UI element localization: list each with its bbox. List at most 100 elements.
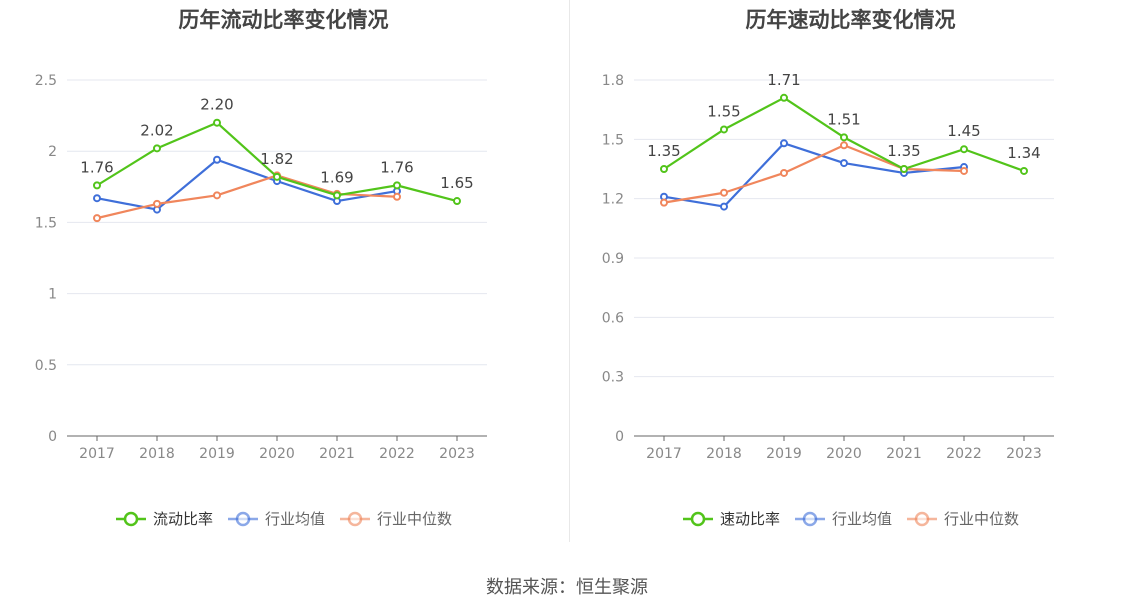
panel-divider — [569, 0, 570, 542]
x-tick-label: 2017 — [79, 446, 115, 462]
legend-marker-icon — [794, 511, 825, 526]
y-tick-label: 1.5 — [35, 215, 57, 231]
data-label: 1.35 — [887, 142, 920, 160]
data-point[interactable] — [153, 199, 161, 208]
legend-item[interactable]: 行业均值 — [794, 508, 892, 529]
quick-ratio-chart: 历年速动比率变化情况 0 0.3 0.6 0.9 1.2 1.5 1.8 2017 2018 20… — [567, 0, 1134, 560]
y-tick-label: 1.8 — [602, 73, 624, 89]
data-label: 1.34 — [1007, 144, 1040, 162]
data-point[interactable] — [960, 145, 968, 154]
chart-legend: 速动比率 行业均值 行业中位数 — [567, 508, 1134, 529]
legend-marker-icon — [115, 511, 146, 526]
data-point[interactable] — [393, 181, 401, 190]
data-label: 1.69 — [320, 168, 353, 186]
legend-label: 行业均值 — [264, 510, 325, 528]
data-point[interactable] — [660, 198, 668, 207]
legend-item[interactable]: 行业均值 — [227, 508, 325, 529]
chart-legend: 流动比率 行业均值 行业中位数 — [0, 508, 567, 529]
x-tick-label: 2022 — [946, 446, 982, 462]
x-tick-label: 2023 — [1006, 446, 1042, 462]
data-label: 1.71 — [767, 71, 800, 89]
data-point[interactable] — [900, 165, 908, 173]
x-tick-label: 2017 — [646, 446, 682, 462]
data-point[interactable] — [960, 166, 968, 175]
current-ratio-plot: 0 0.5 1 1.5 2 2.5 2017 2018 2019 2020 2021 2022 2023… — [35, 73, 487, 462]
data-point[interactable] — [720, 188, 728, 197]
legend-label: 行业中位数 — [377, 510, 453, 528]
y-tick-label: 1 — [48, 287, 57, 303]
data-point[interactable] — [720, 202, 728, 211]
chart-title: 历年速动比率变化情况 — [745, 8, 956, 32]
data-point[interactable] — [780, 93, 788, 102]
data-point[interactable] — [840, 141, 848, 150]
data-point[interactable] — [720, 125, 728, 134]
y-tick-label: 1.5 — [602, 132, 624, 148]
data-point[interactable] — [213, 191, 221, 200]
data-label: 1.76 — [80, 158, 113, 176]
data-point[interactable] — [393, 192, 401, 201]
legend-item[interactable]: 速动比率 — [682, 508, 780, 529]
x-tick-label: 2021 — [319, 446, 355, 462]
data-point[interactable] — [153, 144, 161, 153]
data-label: 2.02 — [140, 121, 173, 139]
legend-label: 速动比率 — [719, 510, 780, 528]
data-point[interactable] — [93, 194, 101, 203]
x-tick-label: 2018 — [706, 446, 742, 462]
data-point[interactable] — [333, 191, 341, 200]
data-point[interactable] — [660, 165, 668, 173]
y-tick-label: 2 — [48, 144, 57, 160]
x-tick-label: 2021 — [886, 446, 922, 462]
x-tick-label: 2022 — [379, 446, 415, 462]
legend-marker-icon — [227, 511, 258, 526]
legend-item[interactable]: 行业中位数 — [906, 508, 1019, 529]
y-tick-label: 0.3 — [602, 370, 624, 386]
x-tick-label: 2019 — [199, 446, 235, 462]
x-tick-label: 2019 — [766, 446, 802, 462]
data-point[interactable] — [213, 118, 221, 127]
x-tick-label: 2018 — [139, 446, 175, 462]
data-point[interactable] — [780, 168, 788, 177]
legend-item[interactable]: 行业中位数 — [339, 508, 452, 529]
data-point[interactable] — [453, 197, 461, 206]
series-line-1 — [663, 142, 965, 208]
quick-ratio-plot: 0 0.3 0.6 0.9 1.2 1.5 1.8 2017 2018 2019 2020 2021 2… — [602, 71, 1054, 462]
series-line-2 — [663, 144, 965, 204]
y-tick-label: 2.5 — [35, 73, 57, 89]
legend-marker-icon — [907, 511, 937, 526]
data-point[interactable] — [840, 159, 848, 168]
data-point[interactable] — [273, 172, 281, 181]
y-tick-label: 0 — [48, 429, 57, 445]
data-label: 1.76 — [380, 158, 413, 176]
data-point[interactable] — [840, 133, 848, 142]
x-tick-label: 2020 — [826, 446, 862, 462]
x-tick-label: 2023 — [439, 446, 475, 462]
data-point[interactable] — [1020, 166, 1028, 175]
y-tick-label: 0.5 — [35, 358, 57, 374]
y-tick-label: 0 — [615, 429, 624, 445]
legend-marker-icon — [340, 511, 370, 526]
current-ratio-chart: 历年流动比率变化情况 0 0.5 1 1.5 2 2.5 2017 2018 2019 2020 2… — [0, 0, 567, 560]
data-point[interactable] — [780, 139, 788, 148]
data-label: 1.65 — [440, 174, 473, 192]
data-label: 2.20 — [200, 96, 233, 114]
legend-item[interactable]: 流动比率 — [115, 508, 213, 529]
data-label: 1.55 — [707, 102, 740, 120]
data-label: 1.82 — [260, 150, 293, 168]
y-tick-label: 1.2 — [602, 192, 624, 208]
legend-label: 行业中位数 — [944, 510, 1020, 528]
y-tick-label: 0.6 — [602, 310, 624, 326]
y-tick-label: 0.9 — [602, 251, 624, 267]
x-tick-label: 2020 — [259, 446, 295, 462]
chart-title: 历年流动比率变化情况 — [178, 8, 389, 32]
series-line-1 — [96, 158, 398, 211]
legend-label: 行业均值 — [831, 510, 892, 528]
data-label: 1.45 — [947, 122, 980, 140]
legend-marker-icon — [682, 511, 713, 526]
data-point[interactable] — [93, 214, 101, 223]
data-point[interactable] — [213, 155, 221, 164]
data-label: 1.51 — [827, 110, 860, 128]
data-source-label: 数据来源：恒生聚源 — [486, 577, 648, 598]
data-point[interactable] — [93, 181, 101, 190]
legend-label: 流动比率 — [152, 510, 213, 528]
data-label: 1.35 — [647, 142, 680, 160]
